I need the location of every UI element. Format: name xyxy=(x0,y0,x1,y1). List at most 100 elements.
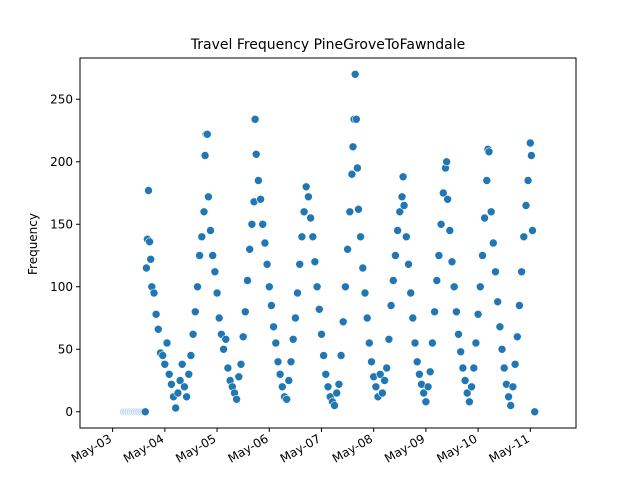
data-point xyxy=(515,301,524,310)
data-point xyxy=(523,176,533,185)
data-point xyxy=(299,207,309,217)
data-point xyxy=(338,317,348,327)
data-point xyxy=(495,322,505,332)
data-point xyxy=(438,188,448,198)
data-point xyxy=(241,307,250,317)
data-point xyxy=(378,388,387,398)
data-point xyxy=(341,282,350,292)
data-point xyxy=(223,363,233,373)
data-point xyxy=(428,338,437,348)
data-point xyxy=(480,213,489,223)
data-point xyxy=(406,288,416,298)
data-point xyxy=(449,282,459,292)
data-point xyxy=(362,313,372,323)
data-point xyxy=(404,259,413,269)
data-point xyxy=(442,157,451,167)
data-point xyxy=(343,245,352,254)
data-point xyxy=(236,359,246,369)
data-point xyxy=(423,382,433,392)
data-point xyxy=(312,282,322,292)
data-point xyxy=(277,382,287,392)
data-point xyxy=(491,267,500,277)
data-point xyxy=(206,226,215,235)
data-point xyxy=(177,359,187,369)
data-point xyxy=(521,201,531,210)
data-point xyxy=(308,232,318,242)
data-point xyxy=(288,334,298,344)
data-point xyxy=(275,369,285,379)
data-point xyxy=(530,407,540,417)
data-point xyxy=(256,195,265,204)
data-point xyxy=(195,251,204,260)
data-point xyxy=(467,382,476,392)
data-point xyxy=(208,251,217,260)
data-point xyxy=(510,359,520,369)
data-point xyxy=(293,288,302,298)
data-point xyxy=(334,379,344,389)
data-point xyxy=(358,263,368,273)
data-point xyxy=(191,307,200,317)
y-tick-label: 150 xyxy=(50,217,73,231)
data-point xyxy=(380,376,389,385)
data-point xyxy=(391,251,400,260)
data-points xyxy=(119,70,540,417)
data-point xyxy=(182,392,191,402)
chart-title: Travel Frequency PineGroveToFawndale xyxy=(190,37,466,53)
data-point xyxy=(469,363,479,373)
data-point xyxy=(310,257,320,267)
data-point xyxy=(262,259,272,269)
data-point xyxy=(271,338,281,348)
data-point xyxy=(323,382,333,392)
data-point xyxy=(528,226,537,235)
data-point xyxy=(154,324,163,334)
data-point xyxy=(306,213,315,223)
data-point xyxy=(367,357,376,367)
data-point xyxy=(398,172,408,182)
data-point xyxy=(258,220,268,229)
data-point xyxy=(332,388,342,398)
data-point xyxy=(219,344,228,354)
data-point xyxy=(475,282,485,292)
data-point xyxy=(471,338,481,348)
data-point xyxy=(162,338,172,348)
data-point xyxy=(382,363,392,373)
data-point xyxy=(393,226,402,235)
data-point xyxy=(314,304,324,314)
data-point xyxy=(160,359,170,369)
data-point xyxy=(210,267,220,277)
data-point xyxy=(384,334,394,344)
data-point xyxy=(456,347,466,357)
data-point xyxy=(173,388,183,398)
data-point xyxy=(499,363,509,373)
data-point xyxy=(386,301,396,310)
data-point xyxy=(264,282,274,292)
data-point xyxy=(295,259,305,269)
data-point xyxy=(180,382,189,392)
data-point xyxy=(164,369,174,379)
data-point xyxy=(497,344,507,354)
data-point xyxy=(175,376,185,385)
plot-area-frame xyxy=(79,57,577,429)
data-point xyxy=(141,407,150,417)
y-axis-label: Frequency xyxy=(26,213,40,275)
data-point xyxy=(197,232,207,242)
data-point xyxy=(445,226,455,235)
data-point xyxy=(301,182,311,192)
data-point xyxy=(399,201,409,210)
data-point xyxy=(254,176,263,185)
data-point xyxy=(452,307,461,317)
data-point xyxy=(149,288,159,298)
data-point xyxy=(204,192,213,202)
data-point xyxy=(184,369,194,379)
data-point xyxy=(512,332,522,342)
data-point xyxy=(504,392,513,402)
data-point xyxy=(493,297,503,307)
data-point xyxy=(291,313,300,323)
data-point xyxy=(232,394,241,404)
data-point xyxy=(321,369,331,379)
data-point xyxy=(350,70,360,79)
data-point xyxy=(356,232,365,242)
data-point xyxy=(188,329,198,339)
data-point xyxy=(354,205,363,214)
